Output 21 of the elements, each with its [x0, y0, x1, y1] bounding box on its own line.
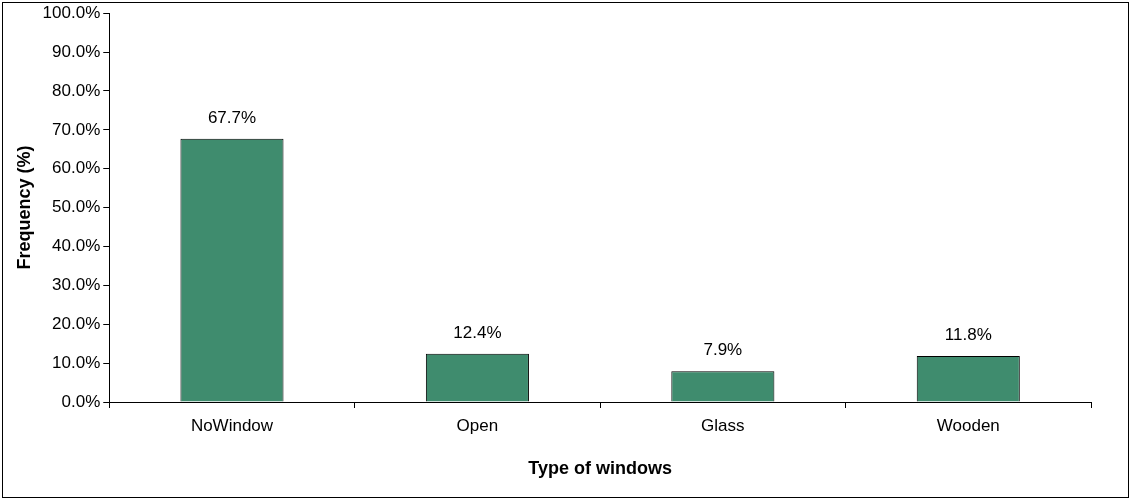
- y-tick-label: 30.0%: [52, 275, 101, 295]
- data-label: 7.9%: [703, 340, 743, 360]
- x-axis-title: Type of windows: [528, 458, 672, 479]
- y-tick-label: 40.0%: [52, 236, 101, 256]
- x-tick-label: Glass: [701, 415, 745, 435]
- data-label: 11.8%: [944, 325, 992, 345]
- y-tick-label: 10.0%: [52, 352, 101, 372]
- data-label: 67.7%: [207, 107, 257, 127]
- x-tick-label: Wooden: [936, 415, 1000, 435]
- y-axis-title: Frequency (%): [13, 145, 34, 270]
- y-tick-label: 50.0%: [52, 197, 101, 217]
- x-tick-label: Open: [456, 415, 499, 435]
- y-tick-label: 70.0%: [52, 119, 101, 139]
- y-tick-label: 80.0%: [52, 80, 101, 100]
- y-tick-label: 20.0%: [52, 313, 101, 333]
- y-tick-label: 60.0%: [52, 158, 101, 178]
- y-tick-label: 100.0%: [42, 2, 101, 22]
- y-tick-label: 0.0%: [61, 391, 101, 411]
- x-tick-label: NoWindow: [190, 415, 274, 435]
- data-label: 12.4%: [453, 322, 502, 342]
- y-tick-label: 90.0%: [52, 41, 101, 61]
